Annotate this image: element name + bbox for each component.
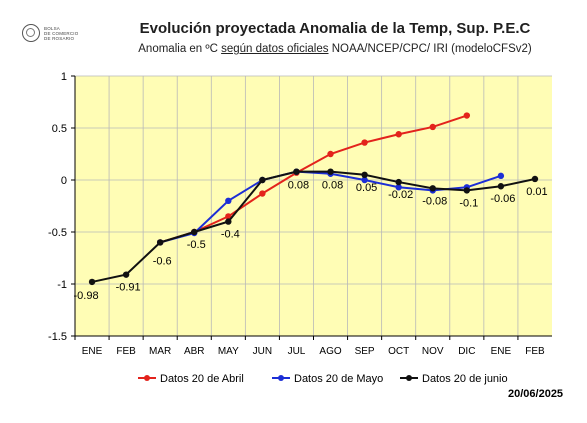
logo-line-3: DE ROSARIO — [44, 36, 75, 41]
logo-line-2: DE COMERCIO — [44, 31, 79, 36]
data-label: -0.98 — [73, 290, 98, 302]
data-label: -0.02 — [388, 189, 413, 201]
series-line-abril — [159, 114, 468, 244]
y-tick-label: 0.5 — [52, 123, 67, 135]
seal-icon — [22, 24, 40, 42]
x-tick-label: FEB — [116, 346, 136, 357]
data-point-junio — [225, 218, 232, 225]
legend-marker-junio — [406, 375, 412, 381]
x-tick-label: SEP — [355, 346, 375, 357]
data-point-junio — [497, 183, 505, 190]
bolsa-logo: BOLSA DE COMERCIO DE ROSARIO — [22, 22, 112, 46]
data-point-junio — [88, 278, 96, 286]
legend-label: Datos 20 de junio — [422, 373, 508, 385]
data-point-abril — [463, 112, 471, 119]
y-tick-label: -1.5 — [48, 331, 67, 343]
data-point-abril — [259, 190, 266, 197]
data-point-abril — [429, 123, 436, 131]
x-tick-label: DIC — [458, 346, 475, 357]
data-label: -0.5 — [187, 239, 206, 251]
data-point-junio — [395, 178, 402, 186]
data-point-junio — [293, 168, 300, 175]
data-point-junio — [191, 228, 198, 236]
x-tick-label: JUL — [288, 346, 306, 357]
data-point-junio — [429, 185, 436, 192]
x-tick-label: ABR — [184, 346, 205, 357]
data-label: 0.08 — [288, 180, 309, 192]
x-tick-label: ENE — [491, 346, 512, 357]
data-point-abril — [361, 139, 368, 146]
y-tick-label: 0 — [61, 175, 67, 187]
x-tick-label: NOV — [422, 346, 444, 357]
subtitle-suffix: NOAA/NCEP/CPC/ IRI (modeloCFSv2) — [328, 43, 532, 55]
data-point-mayo — [225, 197, 232, 204]
data-point-junio — [156, 239, 164, 246]
data-point-junio — [259, 176, 266, 184]
legend-label: Datos 20 de Abril — [160, 373, 244, 385]
data-point-junio — [463, 187, 471, 194]
logo-text: BOLSA DE COMERCIO DE ROSARIO — [44, 26, 78, 41]
x-tick-label: MAR — [149, 346, 171, 357]
x-tick-label: MAY — [218, 346, 239, 357]
data-label: -0.1 — [459, 197, 478, 209]
y-tick-label: -1 — [57, 279, 67, 291]
data-label: -0.4 — [221, 229, 240, 241]
data-point-junio — [361, 171, 368, 178]
data-point-junio — [122, 271, 130, 278]
data-label: -0.91 — [116, 282, 141, 294]
data-label: 0.08 — [322, 180, 343, 192]
data-point-mayo — [395, 184, 402, 191]
data-point-junio — [327, 168, 334, 175]
data-label: -0.08 — [422, 195, 447, 207]
data-point-mayo — [361, 176, 368, 184]
x-tick-label: JUN — [253, 346, 272, 357]
data-point-abril — [225, 213, 232, 220]
logo-line-1: BOLSA — [44, 26, 61, 31]
chart-title: Evolución proyectada Anomalia de la Temp… — [139, 20, 531, 37]
data-point-mayo — [497, 172, 505, 180]
chart-subtitle: Anomalia en ºC según datos oficiales NOA… — [95, 43, 575, 55]
date-stamp: 20/06/2025 — [508, 388, 564, 400]
data-label: 0.01 — [526, 186, 547, 198]
x-tick-label: OCT — [388, 346, 409, 357]
legend-marker-mayo — [278, 375, 284, 381]
x-tick-label: ENE — [82, 346, 103, 357]
legend-label: Datos 20 de Mayo — [294, 373, 383, 385]
x-tick-label: FEB — [525, 346, 545, 357]
x-tick-label: AGO — [319, 346, 341, 357]
data-label: -0.6 — [153, 255, 172, 267]
y-tick-label: -0.5 — [48, 227, 67, 239]
legend-marker-abril — [144, 375, 150, 381]
subtitle-prefix: Anomalia en ºC — [138, 43, 222, 55]
data-point-abril — [327, 150, 334, 158]
data-label: 0.05 — [356, 182, 377, 194]
data-label: -0.06 — [490, 193, 515, 205]
y-tick-label: 1 — [61, 71, 67, 83]
data-point-abril — [395, 131, 402, 138]
subtitle-underlined: según datos oficiales — [221, 43, 329, 55]
data-point-junio — [531, 175, 539, 183]
series-line-junio — [91, 170, 536, 283]
